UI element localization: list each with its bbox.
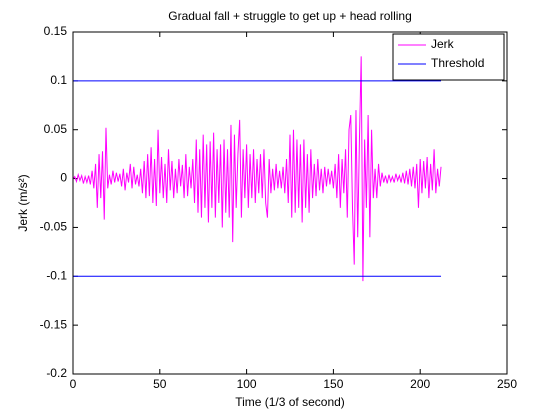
x-tick-label: 200 bbox=[410, 377, 430, 391]
x-axis-label: Time (1/3 of second) bbox=[235, 395, 345, 409]
x-tick-label: 50 bbox=[153, 377, 167, 391]
legend-label: Threshold bbox=[431, 56, 484, 70]
plot-area bbox=[73, 32, 507, 374]
y-tick-label: -0.05 bbox=[40, 220, 68, 234]
y-tick-label: 0.15 bbox=[44, 24, 68, 38]
x-tick-label: 0 bbox=[70, 377, 77, 391]
x-tick-label: 150 bbox=[323, 377, 343, 391]
x-tick-label: 250 bbox=[497, 377, 517, 391]
axes-box bbox=[72, 31, 508, 375]
y-tick-label: -0.1 bbox=[46, 268, 67, 282]
y-tick-label: -0.15 bbox=[40, 317, 68, 331]
y-tick-label: 0.05 bbox=[44, 122, 68, 136]
series-line bbox=[73, 80, 442, 277]
y-tick-label: 0.1 bbox=[50, 73, 67, 87]
x-tick-label: 100 bbox=[237, 377, 257, 391]
y-tick-label: 0 bbox=[60, 171, 67, 185]
y-axis-label: Jerk (m/s²) bbox=[16, 174, 30, 231]
chart-title: Gradual fall + struggle to get up + head… bbox=[168, 9, 412, 23]
series-line bbox=[72, 56, 442, 282]
legend-label: Jerk bbox=[431, 37, 455, 51]
y-tick-label: -0.2 bbox=[46, 366, 67, 380]
legend-box bbox=[392, 33, 505, 81]
